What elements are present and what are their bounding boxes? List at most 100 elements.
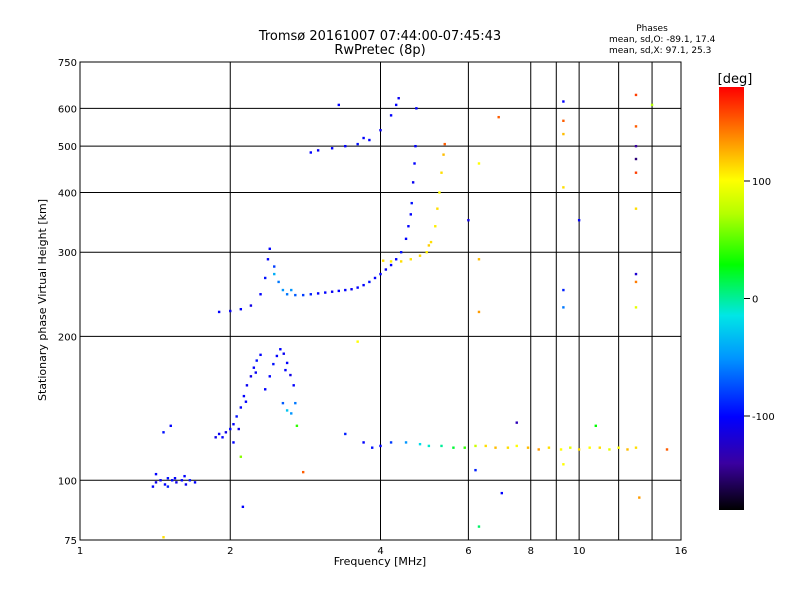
data-point xyxy=(301,470,305,474)
data-point xyxy=(362,441,365,444)
data-point xyxy=(379,444,382,448)
data-point xyxy=(537,448,540,451)
data-point xyxy=(415,107,418,110)
data-point xyxy=(259,353,262,357)
data-point xyxy=(273,272,276,276)
data-point xyxy=(159,479,162,482)
data-point xyxy=(330,147,334,150)
data-point xyxy=(410,201,413,205)
data-point xyxy=(598,446,601,449)
data-point xyxy=(316,149,320,152)
data-point xyxy=(180,479,184,482)
data-point xyxy=(173,477,177,480)
x-tick-label: 6 xyxy=(465,546,471,557)
data-point xyxy=(368,280,371,284)
data-point xyxy=(562,306,565,309)
data-point xyxy=(547,446,551,449)
phases-o-line: mean, sd,O: -89.1, 17.4 xyxy=(609,35,716,45)
colorbar-tick-label: 0 xyxy=(752,295,758,306)
data-point xyxy=(477,258,481,261)
data-point xyxy=(634,171,638,174)
data-point xyxy=(175,481,178,484)
phases-legend: Phases mean, sd,O: -89.1, 17.4 mean, sd,… xyxy=(609,24,716,56)
data-point xyxy=(562,100,565,103)
y-tick-label: 100 xyxy=(58,476,77,487)
chart-subtitle: RwPretec (8p) xyxy=(334,43,425,58)
data-point xyxy=(414,144,417,148)
data-point xyxy=(154,481,158,484)
data-point xyxy=(356,142,359,146)
data-point xyxy=(588,446,591,449)
data-point xyxy=(634,93,638,97)
data-point xyxy=(244,400,248,403)
y-tick-label: 400 xyxy=(58,188,77,199)
data-point xyxy=(477,310,481,314)
y-tick-label: 300 xyxy=(58,248,77,259)
data-point xyxy=(577,219,581,222)
data-point xyxy=(389,114,393,117)
data-point xyxy=(438,191,441,194)
data-point xyxy=(221,436,224,439)
colorbar: [deg] 100 0 -100 xyxy=(718,72,775,510)
data-point xyxy=(183,474,186,478)
data-point xyxy=(634,125,638,128)
colorbar-tick-label: -100 xyxy=(752,412,775,423)
data-point xyxy=(497,115,500,119)
data-point xyxy=(163,483,167,486)
data-points xyxy=(151,93,669,539)
data-point xyxy=(634,207,638,210)
data-point xyxy=(418,254,422,257)
data-point xyxy=(294,401,297,405)
y-tick-label: 750 xyxy=(58,58,77,69)
data-point xyxy=(249,304,253,307)
data-point xyxy=(425,251,428,254)
data-point xyxy=(477,162,481,165)
data-point xyxy=(344,288,347,292)
y-tick-label: 75 xyxy=(64,536,77,547)
data-point xyxy=(617,446,620,449)
data-point xyxy=(279,348,282,351)
data-point xyxy=(634,280,638,284)
data-point xyxy=(301,293,305,297)
phases-title: Phases xyxy=(636,24,668,34)
data-point xyxy=(285,409,289,412)
data-point xyxy=(229,427,232,431)
phases-x-line: mean, sd,X: 97.1, 25.3 xyxy=(609,46,711,56)
y-axis-label: Stationary phase Virtual Height [km] xyxy=(36,199,49,401)
data-point xyxy=(463,446,466,449)
data-point xyxy=(500,491,504,495)
title-block: Tromsø 20161007 07:44:00-07:45:43 RwPret… xyxy=(258,29,501,58)
data-point xyxy=(324,291,327,294)
data-point xyxy=(634,306,638,309)
data-point xyxy=(252,366,256,369)
data-point xyxy=(356,340,359,343)
data-point xyxy=(409,258,412,261)
data-point xyxy=(362,283,365,287)
data-point xyxy=(184,483,188,486)
plot-frame xyxy=(79,61,682,541)
axis-ticks: 1 2 4 6 8 10 16 75 100 200 300 400 500 600 750 xyxy=(58,58,687,557)
data-point xyxy=(638,496,641,499)
data-point xyxy=(217,432,221,436)
x-tick-label: 2 xyxy=(227,546,233,557)
data-point xyxy=(239,307,243,311)
data-point xyxy=(290,412,293,415)
data-point xyxy=(650,103,654,107)
data-point xyxy=(634,144,638,148)
data-point xyxy=(467,219,470,222)
data-point xyxy=(562,186,565,189)
data-point xyxy=(559,448,563,451)
data-point xyxy=(411,181,415,184)
data-point xyxy=(381,259,385,262)
x-axis-label: Frequency [MHz] xyxy=(334,555,426,568)
data-point xyxy=(413,162,416,165)
data-point xyxy=(474,468,477,472)
data-point xyxy=(193,481,197,484)
data-point xyxy=(404,441,408,444)
data-point xyxy=(162,431,165,434)
data-point xyxy=(442,153,445,156)
data-point xyxy=(254,371,257,374)
data-point xyxy=(281,401,285,405)
data-point xyxy=(249,375,253,378)
data-point xyxy=(562,119,565,123)
